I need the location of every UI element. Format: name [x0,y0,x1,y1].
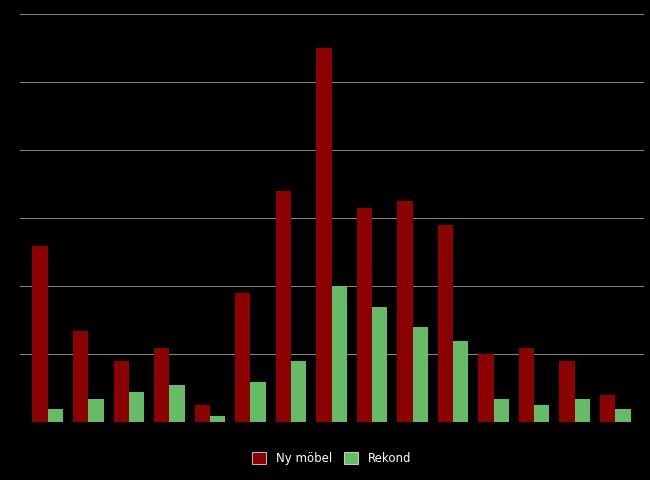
Bar [357,208,372,422]
Bar [73,331,88,422]
Bar [276,191,291,422]
Bar [493,398,509,422]
Bar [478,354,493,422]
Bar [600,395,615,422]
Bar [519,348,534,422]
Bar [210,416,226,422]
Bar [170,385,185,422]
Bar [413,327,428,422]
Bar [372,307,387,422]
Bar [332,287,347,422]
Legend: Ny möbel, Rekond: Ny möbel, Rekond [248,447,415,469]
Bar [534,406,549,422]
Bar [437,225,453,422]
Bar [194,406,210,422]
Bar [235,293,250,422]
Bar [575,398,590,422]
Bar [453,341,469,422]
Bar [316,48,332,422]
Bar [615,409,630,422]
Bar [154,348,170,422]
Bar [291,361,306,422]
Bar [397,202,413,422]
Bar [250,382,266,422]
Bar [32,246,48,422]
Bar [129,392,144,422]
Bar [559,361,575,422]
Bar [88,398,104,422]
Bar [48,409,63,422]
Bar [114,361,129,422]
